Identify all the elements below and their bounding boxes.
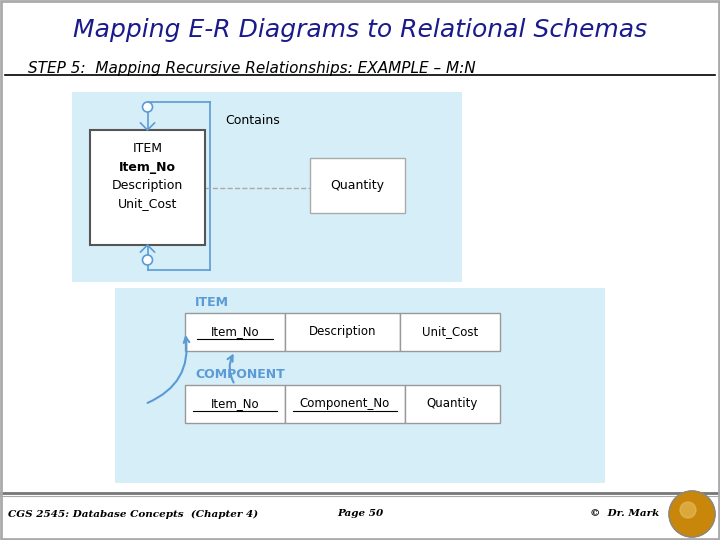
Text: ITEM: ITEM: [132, 141, 163, 154]
Bar: [90, 130, 205, 245]
Text: Contains: Contains: [225, 113, 280, 126]
Text: Item_No: Item_No: [119, 161, 176, 174]
Bar: [405, 385, 500, 423]
Bar: [400, 313, 500, 351]
Text: COMPONENT: COMPONENT: [195, 368, 284, 381]
Text: Item_No: Item_No: [211, 397, 259, 410]
Circle shape: [143, 102, 153, 112]
Circle shape: [143, 255, 153, 265]
Circle shape: [669, 491, 715, 537]
Bar: [285, 313, 400, 351]
Bar: [285, 385, 405, 423]
Text: Page 50: Page 50: [337, 510, 383, 518]
Text: ITEM: ITEM: [195, 296, 229, 309]
Text: Description: Description: [112, 179, 183, 192]
Text: Component_No: Component_No: [300, 397, 390, 410]
Text: Item_No: Item_No: [211, 326, 259, 339]
Bar: [115, 288, 605, 483]
Text: Mapping E-R Diagrams to Relational Schemas: Mapping E-R Diagrams to Relational Schem…: [73, 18, 647, 42]
Text: Unit_Cost: Unit_Cost: [118, 198, 177, 211]
Bar: [185, 313, 285, 351]
Text: Quantity: Quantity: [330, 179, 384, 192]
Bar: [310, 158, 405, 213]
Circle shape: [680, 502, 696, 518]
Text: Quantity: Quantity: [427, 397, 478, 410]
Text: Description: Description: [309, 326, 377, 339]
Text: STEP 5:  Mapping Recursive Relationships: EXAMPLE – M:N: STEP 5: Mapping Recursive Relationships:…: [28, 60, 476, 76]
Text: ©  Dr. Mark: © Dr. Mark: [590, 510, 660, 518]
Bar: [72, 92, 462, 282]
Bar: [185, 385, 285, 423]
Text: Unit_Cost: Unit_Cost: [422, 326, 478, 339]
Text: CGS 2545: Database Concepts  (Chapter 4): CGS 2545: Database Concepts (Chapter 4): [8, 509, 258, 518]
